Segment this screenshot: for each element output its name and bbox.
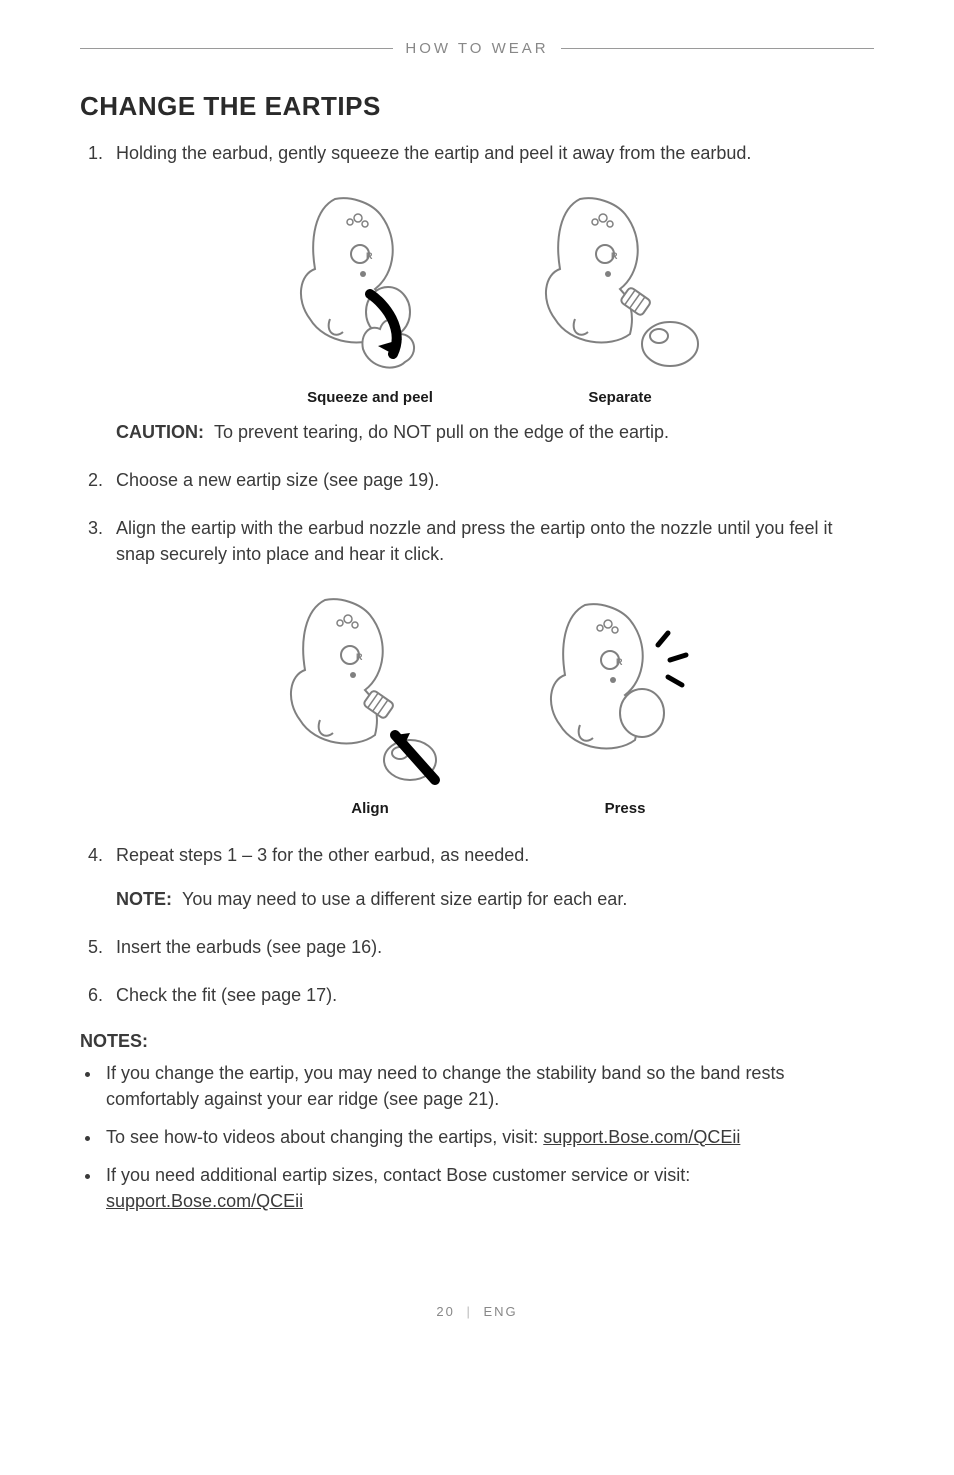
step-4-text: Repeat steps 1 – 3 for the other earbud,…	[116, 845, 529, 865]
earbud-press-icon: R	[530, 585, 720, 785]
note-inline: NOTE: You may need to use a different si…	[116, 886, 874, 912]
step-5: Insert the earbuds (see page 16).	[108, 934, 874, 960]
figure-separate: R Separate	[525, 184, 715, 409]
earbud-squeeze-icon: R	[275, 184, 465, 374]
earbud-align-icon: R	[270, 585, 470, 785]
caption-separate: Separate	[525, 387, 715, 409]
step-6-text: Check the fit (see page 17).	[116, 985, 337, 1005]
note-2: To see how-to videos about changing the …	[102, 1124, 874, 1150]
step-1: Holding the earbud, gently squeeze the e…	[108, 140, 874, 445]
note-3-link[interactable]: support.Bose.com/QCEii	[106, 1191, 303, 1211]
section-label: HOW TO WEAR	[405, 40, 548, 57]
steps-list: Holding the earbud, gently squeeze the e…	[80, 140, 874, 1009]
notes-heading: NOTES:	[80, 1031, 874, 1052]
note-1-text: If you change the eartip, you may need t…	[106, 1063, 784, 1109]
figure-align: R Align	[270, 585, 470, 820]
page-lang: ENG	[483, 1304, 517, 1319]
note-text: You may need to use a different size ear…	[182, 889, 627, 909]
svg-text:R: R	[616, 657, 623, 667]
page-footer: 20 | ENG	[80, 1304, 874, 1319]
figure-press: R Press	[530, 585, 720, 820]
caution-callout: CAUTION: To prevent tearing, do NOT pull…	[116, 419, 874, 445]
section-header: HOW TO WEAR	[80, 40, 874, 57]
note-1: If you change the eartip, you may need t…	[102, 1060, 874, 1112]
footer-divider: |	[466, 1304, 471, 1319]
note-3-pre: If you need additional eartip sizes, con…	[106, 1165, 690, 1185]
page-title: CHANGE THE EARTIPS	[80, 91, 874, 122]
step-1-text: Holding the earbud, gently squeeze the e…	[116, 143, 751, 163]
step-4: Repeat steps 1 – 3 for the other earbud,…	[108, 842, 874, 912]
step-3: Align the eartip with the earbud nozzle …	[108, 515, 874, 820]
rule-right	[561, 48, 874, 49]
rule-left	[80, 48, 393, 49]
svg-text:R: R	[356, 652, 363, 662]
step-3-text: Align the eartip with the earbud nozzle …	[116, 518, 832, 564]
step-5-text: Insert the earbuds (see page 16).	[116, 937, 382, 957]
caution-label: CAUTION:	[116, 422, 204, 442]
figure-row-1: R Squeeze and peel	[116, 184, 874, 409]
step-6: Check the fit (see page 17).	[108, 982, 874, 1008]
caption-align: Align	[270, 798, 470, 820]
page-number: 20	[436, 1304, 454, 1319]
notes-list: If you change the eartip, you may need t…	[80, 1060, 874, 1214]
earbud-separate-icon: R	[525, 184, 715, 374]
caution-body: To prevent tearing, do NOT pull on the e…	[214, 422, 669, 442]
note-3: If you need additional eartip sizes, con…	[102, 1162, 874, 1214]
step-2: Choose a new eartip size (see page 19).	[108, 467, 874, 493]
note-label: NOTE:	[116, 889, 172, 909]
figure-row-2: R Align	[116, 585, 874, 820]
note-2-pre: To see how-to videos about changing the …	[106, 1127, 543, 1147]
svg-text:R: R	[611, 251, 618, 261]
note-2-link[interactable]: support.Bose.com/QCEii	[543, 1127, 740, 1147]
svg-text:R: R	[366, 251, 373, 261]
caption-squeeze: Squeeze and peel	[275, 387, 465, 409]
step-2-text: Choose a new eartip size (see page 19).	[116, 470, 439, 490]
figure-squeeze-peel: R Squeeze and peel	[275, 184, 465, 409]
caption-press: Press	[530, 798, 720, 820]
